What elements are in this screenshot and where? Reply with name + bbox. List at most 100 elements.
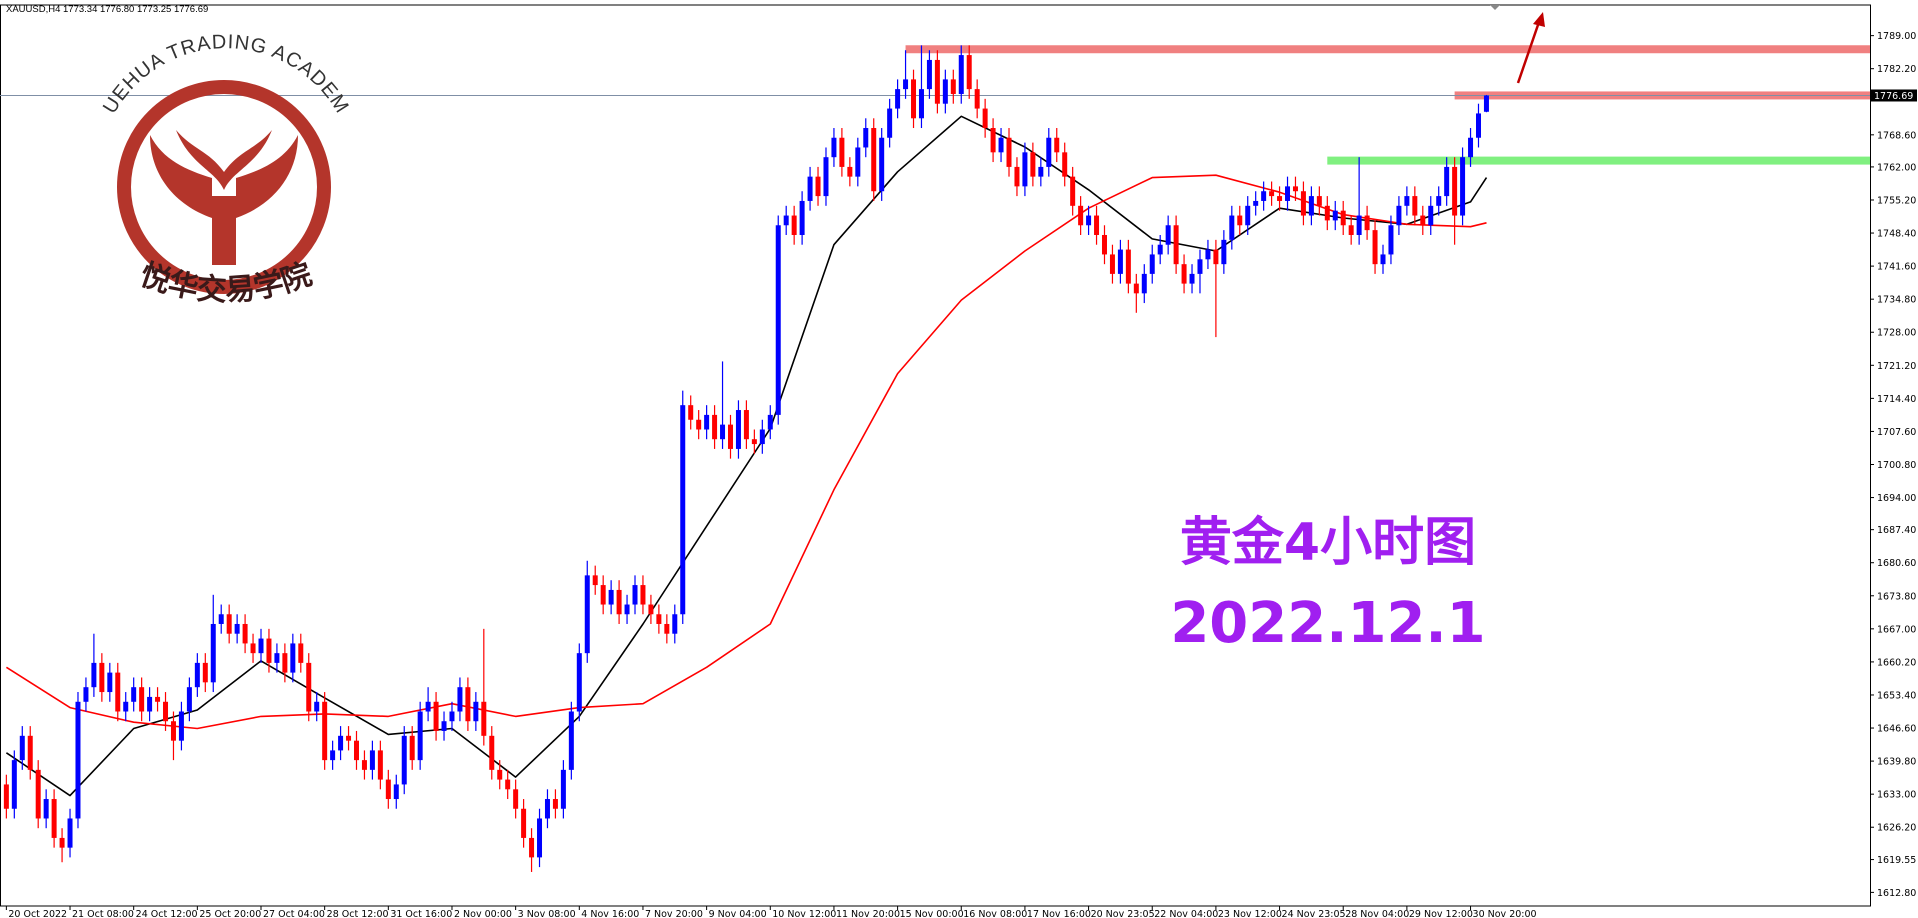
candle-body: [409, 735, 415, 761]
candle-body: [1109, 254, 1115, 274]
annotation: 2022.12.1: [1170, 591, 1485, 656]
candle-body: [1101, 234, 1107, 255]
candle-body: [266, 638, 272, 663]
candle-body: [1444, 166, 1450, 197]
arrow: [1516, 12, 1545, 84]
candle-body: [441, 721, 447, 731]
y-tick-label: 1755.20: [1877, 195, 1916, 206]
candle-body: [584, 575, 590, 654]
candle-body: [1030, 152, 1036, 177]
candle-body: [425, 701, 431, 712]
plot-frame: [0, 4, 1871, 907]
candle-body: [759, 429, 765, 445]
candle-body: [1261, 191, 1267, 201]
candle-body: [799, 200, 805, 235]
candle-body: [537, 818, 543, 858]
candle-body: [1404, 196, 1410, 206]
logo-mark: [176, 130, 272, 190]
candle-body: [1094, 215, 1100, 235]
candle-body: [1372, 230, 1378, 265]
y-tick-label: 1619.55: [1877, 855, 1916, 866]
candle-body: [178, 711, 184, 741]
candle-body: [11, 760, 17, 809]
x-tick-label: 4 Nov 16:00: [581, 909, 639, 918]
candle-body: [401, 735, 407, 785]
candle-body: [974, 89, 980, 109]
candle-body: [1070, 176, 1076, 206]
candle-body: [258, 638, 264, 654]
candle-body: [521, 808, 527, 838]
x-tick-label: 30 Nov 20:00: [1473, 909, 1537, 918]
candle-body: [990, 128, 996, 153]
y-tick-label: 1633.00: [1877, 790, 1916, 801]
candle-body: [107, 672, 113, 693]
candle-body: [751, 439, 757, 445]
candle-body: [465, 687, 471, 722]
y-tick-label: 1653.40: [1877, 690, 1916, 701]
candle-body: [346, 735, 352, 741]
candle-body: [871, 128, 877, 192]
candle-body: [298, 643, 304, 663]
candle-body: [1300, 191, 1306, 216]
x-tick-label: 7 Nov 20:00: [645, 909, 703, 918]
candle-body: [306, 662, 312, 712]
x-tick-label: 3 Nov 08:00: [518, 909, 576, 918]
candle-body: [1157, 244, 1163, 255]
candle-body: [576, 653, 582, 712]
candle-body: [887, 108, 893, 138]
candle-body: [918, 89, 924, 119]
candle-body: [1324, 205, 1330, 221]
candle-body: [950, 79, 956, 94]
candle-body: [1213, 249, 1219, 265]
candle-body: [1181, 264, 1187, 284]
candle-body: [775, 225, 781, 415]
candle-body: [783, 215, 789, 226]
candle-body: [1428, 205, 1434, 226]
candle-body: [632, 585, 638, 605]
candle-body: [998, 137, 1004, 153]
candle-body: [815, 176, 821, 197]
candle-body: [568, 711, 574, 770]
candle-body: [1245, 205, 1251, 226]
candle-body: [1165, 225, 1171, 245]
candle-body: [1436, 196, 1442, 206]
y-tick-label: 1768.60: [1877, 130, 1916, 141]
candle-body: [704, 414, 710, 430]
candle-body: [377, 750, 383, 780]
y-tick-label: 1687.40: [1877, 525, 1916, 536]
candle-body: [1412, 196, 1418, 216]
candle-body: [1348, 225, 1354, 235]
candle-body: [234, 623, 240, 634]
candle-body: [202, 662, 208, 683]
x-tick-label: 28 Oct 12:00: [327, 909, 389, 918]
candle-body: [855, 147, 861, 177]
candle-body: [1221, 239, 1227, 265]
candle-body: [600, 585, 606, 605]
candle-body: [497, 769, 503, 780]
candle-body: [170, 721, 176, 741]
x-tick-label: 10 Nov 12:00: [772, 909, 836, 918]
candle-body: [385, 779, 391, 800]
candle-body: [1380, 254, 1386, 265]
y-tick-label: 1680.60: [1877, 558, 1916, 569]
candle-body: [1308, 196, 1314, 216]
x-tick-label: 24 Nov 23:05: [1282, 909, 1346, 918]
candle-body: [449, 711, 455, 722]
candle-body: [250, 643, 256, 654]
candle-body: [1340, 210, 1346, 226]
candle-body: [1364, 215, 1370, 231]
y-tick-label: 1667.00: [1877, 624, 1916, 635]
candle-body: [1125, 249, 1131, 284]
candle-body: [1420, 215, 1426, 226]
candle-body: [1460, 157, 1466, 216]
candle-body: [688, 405, 694, 420]
candle-body: [1197, 259, 1203, 274]
candle-body: [1086, 215, 1092, 226]
candle-body: [75, 701, 81, 819]
candle-body: [1475, 113, 1481, 138]
level-band: [905, 45, 1870, 54]
candle-body: [513, 789, 519, 809]
candle-body: [903, 79, 909, 90]
